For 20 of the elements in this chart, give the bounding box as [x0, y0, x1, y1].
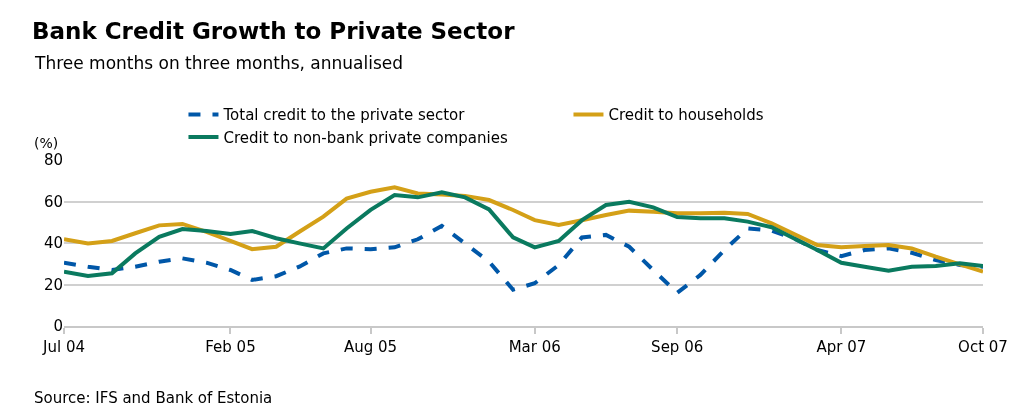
y-tick-label: 60: [43, 192, 63, 211]
y-tick-label: 80: [43, 151, 63, 170]
y-axis-title: (%): [34, 135, 59, 151]
x-tick-label: Oct 07: [958, 338, 1008, 356]
y-tick-label: 20: [43, 275, 63, 294]
x-tick-label: Mar 06: [508, 338, 561, 356]
source-note: Source: IFS and Bank of Estonia: [34, 389, 273, 407]
chart-title: Bank Credit Growth to Private Sector: [32, 18, 516, 45]
legend-label: Total credit to the private sector: [222, 106, 466, 125]
x-tick-label: Jul 04: [42, 338, 85, 356]
y-tick-label: 40: [43, 234, 63, 253]
y-tick-label: 0: [53, 317, 63, 336]
chart-subtitle: Three months on three months, annualised: [34, 53, 404, 73]
x-tick-label: Feb 05: [205, 338, 256, 356]
legend-label: Credit to households: [608, 106, 764, 125]
x-tick-label: Apr 07: [816, 338, 867, 356]
x-tick-label: Aug 05: [344, 338, 398, 356]
x-tick-label: Sep 06: [651, 338, 704, 356]
line-series: [64, 223, 983, 295]
legend-label: Credit to non-bank private companies: [223, 128, 508, 147]
